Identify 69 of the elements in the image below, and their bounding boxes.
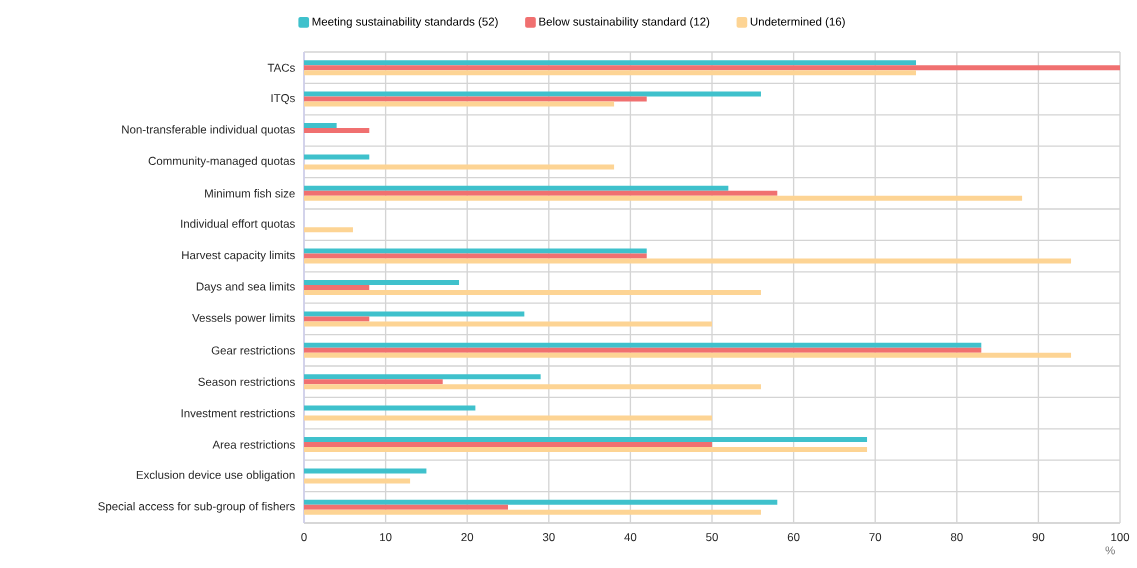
bar <box>304 509 761 515</box>
x-tick-label: 60 <box>787 533 800 542</box>
x-tick-label: 0 <box>301 533 307 542</box>
x-tick-label: 100 <box>1111 533 1130 542</box>
bar <box>304 91 761 97</box>
bar <box>304 123 337 128</box>
bar <box>304 128 370 133</box>
legend-label: Undetermined (16) <box>750 17 845 28</box>
y-tick-label: Gear restrictions <box>211 346 295 355</box>
bar <box>304 478 411 484</box>
bar <box>304 253 647 259</box>
x-tick-label: 40 <box>624 533 637 542</box>
y-tick-label: TACs <box>267 63 295 72</box>
bar <box>304 227 353 233</box>
y-tick-label: Season restrictions <box>198 377 295 386</box>
legend-label: Meeting sustainability standards (52) <box>312 17 498 28</box>
y-tick-label: Vessels power limits <box>192 313 295 325</box>
bar <box>304 415 713 421</box>
x-tick-label: 90 <box>1032 533 1045 542</box>
x-tick-label: 20 <box>461 533 474 542</box>
bar <box>304 437 868 442</box>
bar <box>304 248 647 254</box>
y-tick-label: Harvest capacity limits <box>182 250 295 262</box>
legend-label: Below sustainability standard (12) <box>539 17 710 28</box>
x-tick-label: 30 <box>542 533 555 542</box>
x-tick-label: 50 <box>706 533 718 542</box>
bar <box>304 258 1072 264</box>
bar <box>304 185 729 191</box>
x-tick-label: 70 <box>869 533 882 542</box>
bar <box>304 285 370 290</box>
y-tick-label: Individual effort quotas <box>181 219 295 231</box>
y-tick-label: ITQs <box>271 94 295 105</box>
bar <box>304 65 1121 71</box>
bar <box>304 190 778 196</box>
x-tick-label: 10 <box>380 533 392 542</box>
bar <box>304 352 1072 358</box>
bar <box>304 280 460 286</box>
bar <box>304 316 370 322</box>
bar <box>304 311 525 317</box>
y-tick-label: Days and sea limits <box>196 282 295 293</box>
bar <box>304 468 427 474</box>
bar <box>304 321 713 327</box>
bar <box>304 374 541 380</box>
bar <box>304 379 443 385</box>
bar <box>304 447 868 452</box>
bar <box>304 70 917 76</box>
y-tick-label: Investment restrictions <box>181 408 295 418</box>
bar <box>304 342 982 348</box>
bar <box>304 195 1023 201</box>
bar <box>304 442 713 448</box>
bar <box>304 101 615 107</box>
x-tick-label: 80 <box>950 533 963 542</box>
y-tick-label: Non-transferable individual quotas <box>122 125 295 136</box>
bar <box>304 154 370 160</box>
bar <box>304 164 615 170</box>
bar <box>304 290 761 296</box>
bar <box>304 96 647 102</box>
x-axis-title: % <box>1105 546 1115 555</box>
y-tick-label: Special access for sub-group of fishers <box>98 501 295 513</box>
y-tick-label: Area restrictions <box>212 440 295 449</box>
bar <box>304 405 476 411</box>
bar <box>304 347 982 353</box>
y-tick-label: Community-managed quotas <box>148 156 295 168</box>
bar <box>304 60 917 66</box>
y-tick-label: Exclusion device use obligation <box>136 470 295 482</box>
bar <box>304 384 761 390</box>
y-tick-label: Minimum fish size <box>205 189 295 198</box>
bar <box>304 499 778 505</box>
bar <box>304 504 509 510</box>
